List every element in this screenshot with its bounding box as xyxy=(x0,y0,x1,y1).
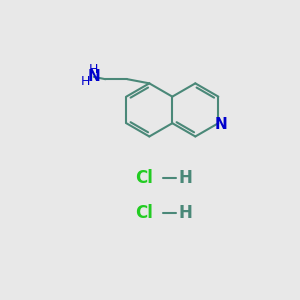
Text: H: H xyxy=(178,169,192,187)
Text: N: N xyxy=(88,69,100,84)
Text: Cl: Cl xyxy=(135,204,153,222)
Text: Cl: Cl xyxy=(135,169,153,187)
Text: H: H xyxy=(178,204,192,222)
Text: H: H xyxy=(80,74,90,88)
Text: N: N xyxy=(214,117,227,132)
Text: H: H xyxy=(89,63,99,76)
